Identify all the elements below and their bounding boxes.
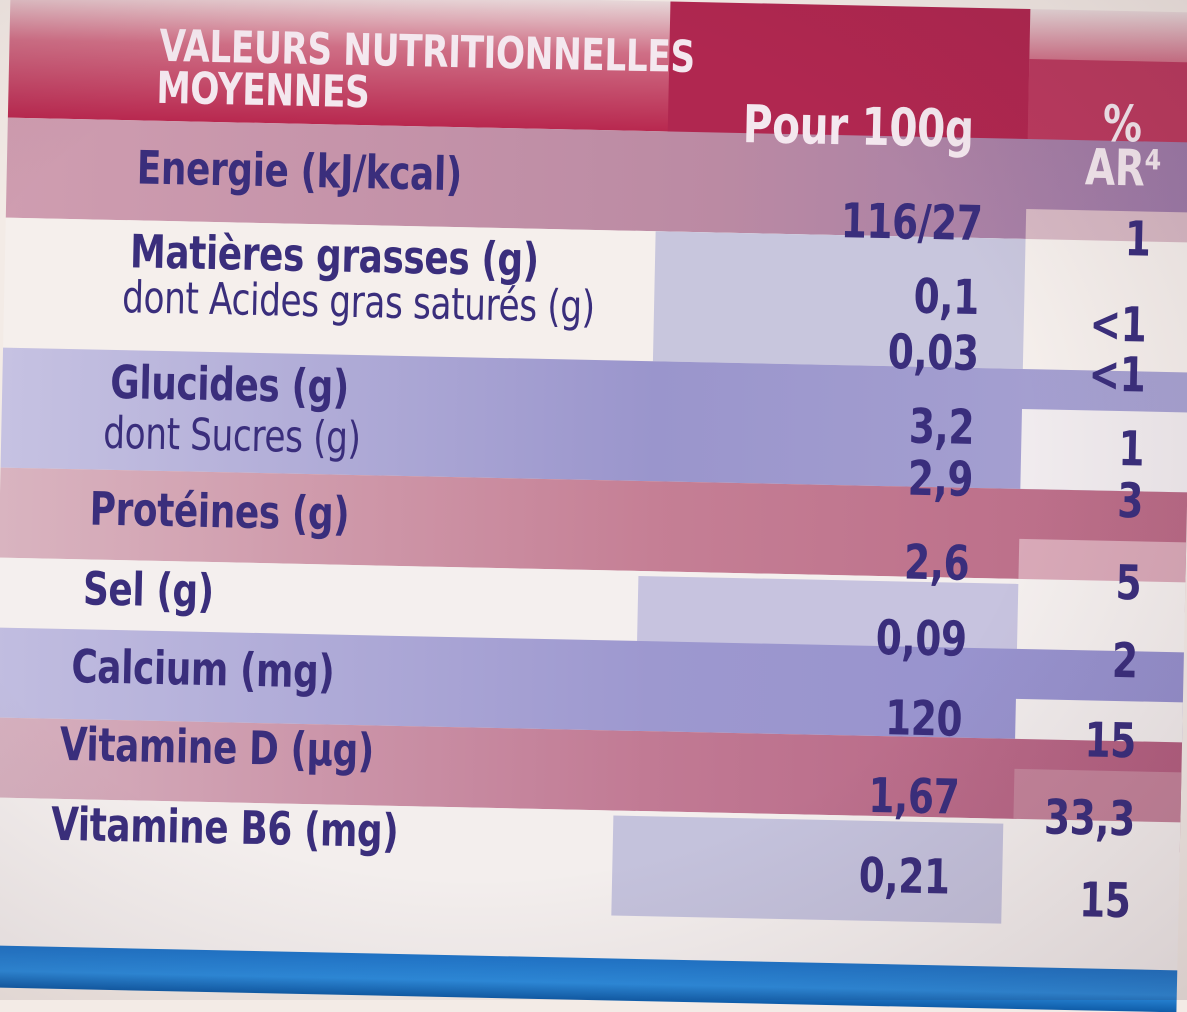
- value-protein: 2,6: [904, 534, 971, 592]
- value-calcium: 120: [884, 690, 964, 748]
- value-sugars: 2,9: [907, 450, 975, 508]
- label-energy: Energie (kJ/kcal): [136, 140, 463, 202]
- header-ar-label: AR⁴: [1084, 138, 1162, 198]
- row-carbs-ar-bg: [1020, 408, 1187, 493]
- ar-energy: 1: [1124, 211, 1152, 268]
- value-carbs: 3,2: [908, 398, 976, 456]
- label-calcium: Calcium (mg): [70, 639, 335, 699]
- ar-fat: <1: [1089, 296, 1148, 354]
- ar-protein: 5: [1115, 554, 1142, 612]
- value-fat: 0,1: [913, 268, 980, 327]
- value-saturated-fat: 0,03: [886, 324, 979, 383]
- label-saturated-fat: dont Acides gras saturés (g): [121, 272, 596, 333]
- ar-salt: 2: [1111, 632, 1139, 690]
- value-vitamin-b6: 0,21: [857, 847, 950, 906]
- value-energy: 116/27: [840, 193, 984, 253]
- value-salt: 0,09: [874, 609, 967, 668]
- ar-sugars: 3: [1116, 472, 1144, 530]
- ar-calcium: 15: [1084, 712, 1137, 770]
- ar-vitamin-b6: 15: [1078, 872, 1132, 930]
- value-vitamin-d: 1,67: [867, 767, 960, 826]
- ar-saturated-fat: <1: [1088, 346, 1147, 404]
- label-salt: Sel (g): [82, 561, 215, 619]
- header-per-100g: Pour 100g: [742, 95, 975, 160]
- label-protein: Protéines (g): [89, 481, 350, 541]
- label-vitamin-d: Vitamine D (µg): [59, 716, 375, 778]
- label-vitamin-b6: Vitamine B6 (mg): [50, 796, 399, 858]
- ar-carbs: 1: [1117, 420, 1145, 478]
- header-title-line2: MOYENNES: [155, 62, 370, 119]
- label-carbs: Glucides (g): [109, 354, 350, 414]
- label-sugars: dont Sucres (g): [102, 407, 362, 465]
- ar-vitamin-d: 33,3: [1043, 789, 1136, 848]
